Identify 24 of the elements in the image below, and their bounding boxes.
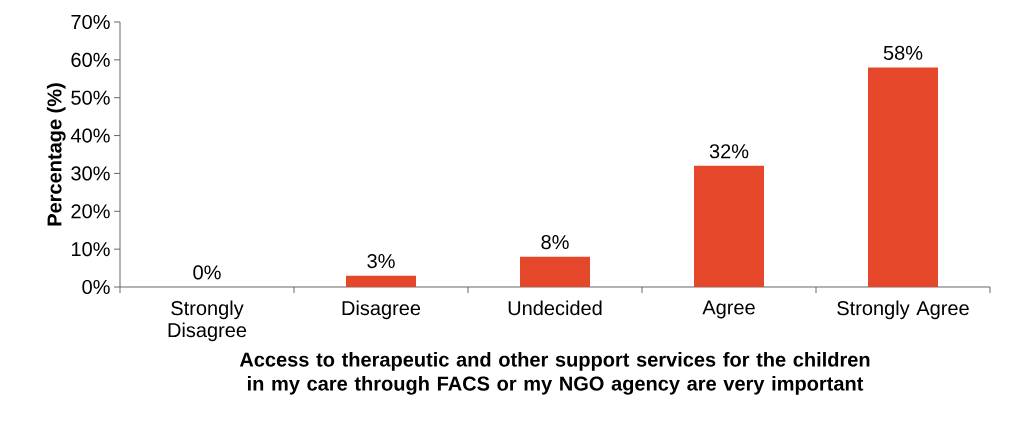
y-tick-label: 20% [71,204,110,219]
y-tick-label: 30% [71,166,110,181]
bar [520,256,590,287]
y-tick-label: 50% [71,90,110,105]
y-tick-label: 70% [71,14,110,30]
y-tick-label: 0% [82,279,110,295]
bar [694,165,765,287]
bar [346,275,416,287]
y-tick-label: 40% [70,128,110,143]
y-tick-label: 60% [71,52,110,67]
bar [868,67,939,287]
data-label: 58% [883,45,923,60]
data-label: 32% [709,144,749,159]
x-tick-label: Strongly Agree [837,300,969,320]
x-axis-title: Access to therapeutic and other support services for the children in my care through FACS or my NGO agency are very important [239,351,870,395]
y-axis-title: Percentage (%) [46,83,66,226]
x-tick-label: Strongly Disagree [168,300,247,342]
x-tick-label: Agree [702,300,755,319]
x-tick-label: Disagree [342,300,421,320]
data-label: 0% [193,265,221,280]
y-tick-label: 10% [71,242,110,257]
data-label: 8% [541,235,569,250]
data-label: 3% [367,253,395,269]
x-tick-label: Undecided [508,300,602,316]
